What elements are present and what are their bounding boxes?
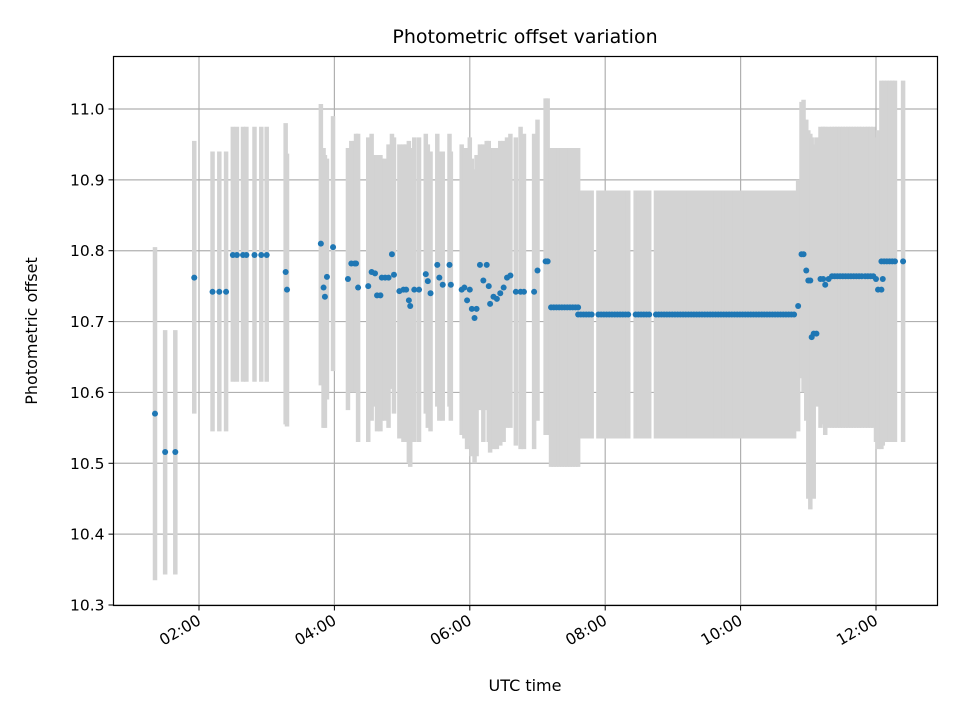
data-point [427,290,434,297]
data-point [390,271,397,278]
data-point [209,288,216,295]
data-point [344,276,351,283]
plot-frame [112,55,939,607]
data-point [625,311,632,318]
data-point [878,286,885,293]
data-point [355,284,362,291]
data-point [800,251,807,258]
data-point [466,286,473,293]
y-tick-label: 10.5 [70,455,105,473]
data-point [377,292,384,299]
data-point [531,288,538,295]
data-point [233,251,240,258]
data-point [507,272,514,279]
data-point [520,288,527,295]
chart-title: Photometric offset variation [392,26,657,48]
data-point [791,311,798,318]
data-point [497,290,504,297]
y-axis-label: Photometric offset [22,257,41,405]
data-point [321,293,328,300]
data-point [473,305,480,312]
data-point [388,251,395,258]
data-point [439,281,446,288]
y-tick-label: 10.3 [70,597,105,615]
data-point [480,277,487,284]
y-tick-label: 10.7 [70,313,105,331]
data-point [282,268,289,275]
data-point [422,271,429,278]
data-point [411,286,418,293]
data-point [471,315,478,322]
data-point [320,284,327,291]
data-point [646,311,653,318]
data-point [795,302,802,309]
data-point [873,276,879,283]
y-tick-label: 10.6 [70,384,105,402]
data-point [172,448,179,455]
data-point [820,276,827,283]
data-point [323,273,330,280]
data-point [385,274,392,281]
data-point [216,288,223,295]
data-point [575,304,582,311]
data-point [436,274,443,281]
y-tick-label: 10.8 [70,242,105,260]
data-point [263,251,270,258]
data-point [330,244,337,251]
data-point [461,284,468,291]
data-point [807,277,814,284]
data-point [365,283,372,290]
data-point [813,330,820,337]
data-point [544,258,551,265]
data-point [879,276,886,283]
data-point [485,283,492,290]
x-axis-label: UTC time [489,676,562,695]
data-point [191,274,198,281]
data-point [500,284,507,291]
y-tick-label: 11.0 [70,101,105,119]
data-point [403,286,410,293]
data-point [317,240,324,247]
data-point [151,410,158,417]
data-point [243,251,250,258]
data-point [483,261,490,268]
data-point [258,251,265,258]
data-point [446,261,453,268]
y-tick-label: 10.9 [70,171,105,189]
point-layer [151,240,907,455]
y-tick-label: 10.4 [70,526,105,544]
data-point [822,281,829,288]
data-point [825,276,832,283]
data-point [487,300,494,307]
data-point [416,286,423,293]
data-point [493,295,500,302]
data-point [900,258,907,265]
data-point [162,448,169,455]
data-point [891,258,898,265]
data-point [476,261,483,268]
data-point [447,281,454,288]
data-point [424,278,431,285]
data-point [407,302,414,309]
data-point [803,267,810,274]
data-point [405,297,412,304]
data-point [251,251,258,258]
data-point [353,260,360,267]
data-point [588,311,595,318]
data-point [468,305,475,312]
data-point [434,261,441,268]
data-point [372,270,379,277]
data-point [284,286,291,293]
data-point [464,297,471,304]
data-point [223,288,230,295]
data-point [534,267,541,274]
data-point [512,288,519,295]
